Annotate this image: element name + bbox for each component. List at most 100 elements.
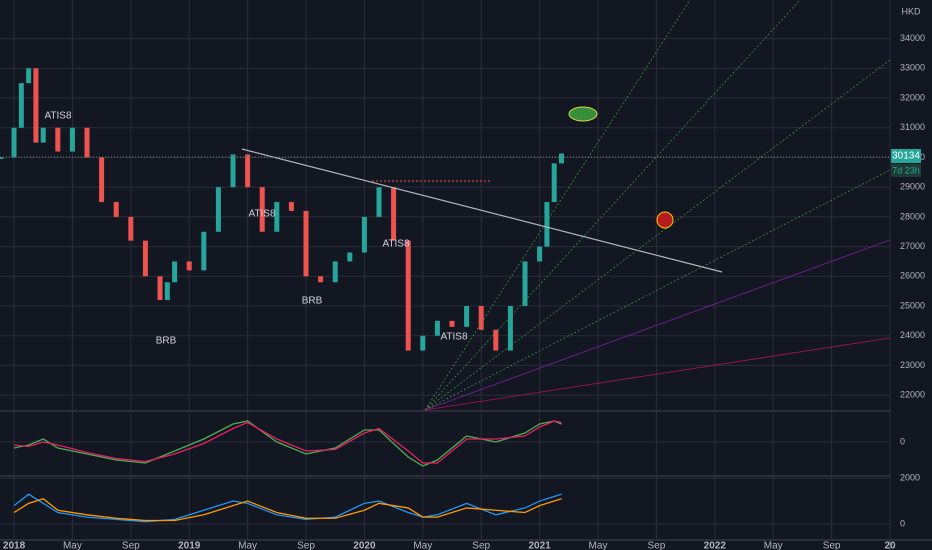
y-tick-label: 22000 xyxy=(900,390,925,400)
fan-line xyxy=(424,0,691,411)
x-tick-label: Sep xyxy=(472,541,490,550)
candle xyxy=(464,306,470,327)
x-tick-label: Sep xyxy=(648,541,666,550)
x-tick-label: May xyxy=(63,541,82,550)
candle xyxy=(544,202,550,247)
price-badge xyxy=(891,149,921,163)
annotation: BRB xyxy=(302,296,323,307)
candle xyxy=(303,210,309,277)
candle xyxy=(26,68,32,84)
y-tick-label: 27000 xyxy=(900,241,925,251)
currency: HKD xyxy=(901,6,921,16)
candle xyxy=(245,154,251,188)
y-tick-label: 32000 xyxy=(900,92,925,102)
y-tick-label: 24000 xyxy=(900,330,925,340)
candle xyxy=(376,187,382,217)
candle xyxy=(434,320,440,336)
candle xyxy=(230,154,236,188)
y-tick-label: 34000 xyxy=(900,33,925,43)
candle xyxy=(559,153,565,164)
y-tick-label: 23000 xyxy=(900,360,925,370)
x-tick-label: 2021 xyxy=(528,541,551,550)
price-label: 30134 xyxy=(892,151,920,162)
target-circle xyxy=(656,211,674,229)
candle xyxy=(391,187,397,241)
annotation: BRB xyxy=(156,336,177,347)
candle xyxy=(274,202,280,232)
annotation: ATIS8 xyxy=(248,209,275,220)
x-tick-label: 2020 xyxy=(353,541,376,550)
x-tick-label: 2018 xyxy=(3,541,26,550)
candle xyxy=(84,127,90,158)
candle xyxy=(507,306,513,351)
x-tick-label: Sep xyxy=(823,541,841,550)
candle xyxy=(537,246,543,262)
candle xyxy=(40,127,46,143)
target-oval xyxy=(568,106,598,122)
x-tick-label: May xyxy=(413,541,432,550)
candle xyxy=(164,282,170,301)
x-tick-label: May xyxy=(238,541,257,550)
candle xyxy=(172,261,178,283)
fan-line xyxy=(424,0,801,411)
y-tick-label: 0 xyxy=(900,518,905,528)
countdown: 7d 23h xyxy=(892,165,920,175)
candle xyxy=(33,68,39,143)
candle xyxy=(99,157,105,203)
x-tick-label: Sep xyxy=(122,541,140,550)
indicator-line xyxy=(13,493,562,523)
y-tick-label: 25000 xyxy=(900,300,925,310)
fan-line xyxy=(424,59,891,411)
candle xyxy=(18,83,24,128)
candle xyxy=(11,127,17,158)
drawings xyxy=(0,0,891,411)
x-tick-label: 2022 xyxy=(704,541,727,550)
candle xyxy=(405,240,411,351)
candle xyxy=(157,276,163,301)
candle xyxy=(0,157,4,159)
trend-line xyxy=(241,148,723,273)
candle xyxy=(113,202,119,217)
indicator-line xyxy=(13,420,562,467)
countdown-badge xyxy=(891,164,921,177)
candle xyxy=(142,240,148,277)
candle xyxy=(361,216,367,253)
x-tick-label: 20 xyxy=(884,541,896,550)
candle xyxy=(69,127,75,152)
candle xyxy=(128,216,134,241)
y-tick-label: 28000 xyxy=(900,211,925,221)
x-tick-label: May xyxy=(589,541,608,550)
candle xyxy=(347,252,353,262)
y-tick-label: 29000 xyxy=(900,182,925,192)
fan-line xyxy=(424,337,891,411)
candle xyxy=(522,261,528,307)
candle xyxy=(259,187,265,232)
candle xyxy=(449,320,455,327)
candle xyxy=(215,187,221,232)
x-tick-label: May xyxy=(764,541,783,550)
candle xyxy=(493,329,499,351)
y-tick-label: 26000 xyxy=(900,271,925,281)
candle xyxy=(551,163,557,203)
candle xyxy=(288,202,294,211)
candle xyxy=(186,261,192,271)
fan-line xyxy=(424,239,891,411)
candle xyxy=(201,231,207,271)
y-tick-label: 0 xyxy=(900,436,905,446)
candle xyxy=(420,335,426,351)
annotation: ATIS8 xyxy=(44,111,71,122)
candle xyxy=(55,127,61,152)
annotation: ATIS8 xyxy=(440,332,467,343)
y-tick-label: 31000 xyxy=(900,122,925,132)
indicator-line xyxy=(13,420,562,464)
candle xyxy=(332,261,338,283)
fan-line xyxy=(424,169,891,411)
x-tick-label: Sep xyxy=(297,541,315,550)
annotation: ATIS8 xyxy=(382,239,409,250)
y-tick-label: 2000 xyxy=(900,473,920,483)
x-tick-label: 2019 xyxy=(178,541,201,550)
indicator-line xyxy=(13,498,562,522)
